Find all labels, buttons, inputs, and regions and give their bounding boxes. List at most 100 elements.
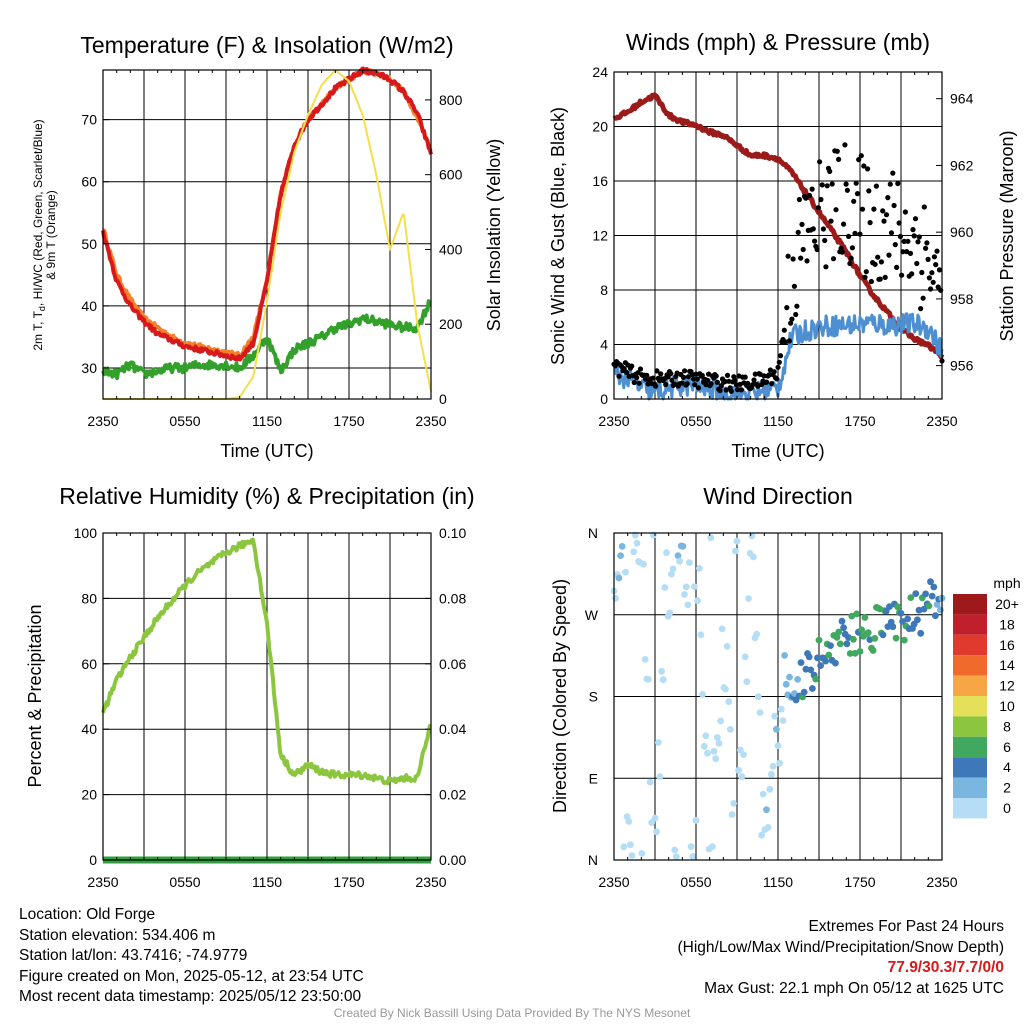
y-tick-label: 20: [592, 119, 608, 135]
wind-direction-point: [738, 773, 746, 781]
y-tick-label: 4: [600, 337, 608, 353]
pressure-series-line: [612, 92, 945, 360]
gust-point: [847, 260, 853, 267]
gust-point: [866, 188, 872, 194]
wind-direction-point: [835, 628, 843, 636]
winds-series: [611, 92, 945, 401]
gust-point: [764, 379, 770, 385]
wind-direction-point: [672, 853, 680, 861]
y-tick-label: 960: [950, 224, 974, 240]
gust-point: [936, 267, 943, 273]
gust-point: [823, 264, 829, 270]
wind-direction-point: [615, 574, 623, 582]
wind-direction-point: [710, 747, 718, 755]
temperature-panel: Temperature (F) & Insolation (W/m2) 30 40…: [31, 32, 504, 461]
wind-direction-point: [617, 552, 624, 559]
gust-point: [788, 320, 794, 326]
gust-point: [881, 218, 887, 224]
wind-direction-point: [912, 590, 920, 597]
station-location: Location: Old Forge: [19, 906, 156, 923]
x-tick-label: 1150: [763, 874, 793, 890]
gust-point: [925, 256, 931, 262]
y-tick-label: 964: [950, 91, 974, 107]
y-tick-label: 0.06: [439, 656, 466, 672]
gust-point: [791, 283, 798, 289]
wind-direction-point: [814, 654, 821, 662]
gust-point: [795, 229, 801, 235]
wind-direction-point: [897, 610, 905, 617]
wind-direction-point: [869, 647, 877, 654]
wind-direction-point: [727, 726, 734, 733]
pressure-axis-label: Station Pressure (Maroon): [997, 130, 1017, 341]
gust-point: [644, 372, 650, 378]
gust-point: [924, 240, 930, 246]
y-tick-label: 60: [81, 174, 97, 190]
temperature-y-ticks: 30 40 50 60 70: [81, 112, 109, 376]
td-series-line: [101, 299, 432, 381]
gust-point: [856, 157, 862, 163]
gust-point: [834, 148, 840, 154]
wind-direction-point: [777, 705, 785, 713]
gust-point: [896, 220, 902, 226]
gust-point: [733, 382, 740, 388]
wind-direction-point: [843, 640, 851, 648]
gust-point: [909, 271, 915, 277]
x-tick-label: 1150: [763, 413, 793, 429]
gust-point: [843, 181, 849, 187]
colorbar-swatch: [953, 798, 987, 819]
gust-point: [844, 187, 851, 193]
gust-point: [820, 226, 827, 232]
wind-direction-point: [618, 543, 626, 550]
gust-point: [912, 216, 919, 222]
x-tick-label: 1150: [252, 874, 282, 890]
winds-x-axis-label: Time (UTC): [731, 441, 824, 461]
wind-direction-point: [741, 653, 749, 661]
wind-direction-point: [691, 583, 698, 590]
wind-direction-point: [922, 590, 929, 598]
gust-point: [752, 371, 758, 377]
wind-direction-point: [707, 534, 715, 542]
gust-point: [878, 259, 885, 265]
colorbar-label: 16: [999, 637, 1015, 653]
wind-direction-point: [800, 688, 808, 696]
wind-direction-point: [748, 532, 756, 540]
gust-point: [718, 383, 724, 389]
gust-point: [809, 186, 815, 192]
wind-direction-point: [645, 676, 652, 683]
precip-y-ticks: 0.00 0.02 0.04 0.06 0.08 0.10: [425, 525, 466, 868]
humidity-y-axis-label: Percent & Precipitation: [25, 604, 45, 787]
gust-point: [817, 159, 823, 165]
wind-direction-point: [769, 762, 777, 770]
gust-point: [810, 226, 816, 232]
wind-direction-point: [674, 552, 682, 559]
gust-point: [653, 383, 659, 389]
gust-point: [890, 170, 896, 176]
gust-point: [883, 212, 890, 218]
gust-point: [915, 239, 921, 245]
wind-direction-point: [861, 614, 869, 621]
y-tick-label: 0: [89, 852, 97, 868]
wind-direction-point: [745, 595, 752, 602]
station-latlon: Station lat/lon: 43.7416; -74.9779: [19, 947, 248, 964]
gust-point: [914, 260, 920, 267]
wind-direction-point: [658, 667, 665, 675]
station-elevation: Station elevation: 534.406 m: [19, 926, 216, 944]
gust-point: [910, 227, 916, 233]
wind-direction-point: [879, 631, 887, 639]
gust-point: [634, 375, 640, 381]
wind-direction-point: [864, 629, 872, 637]
wind-direction-point: [822, 657, 829, 665]
wind-direction-point: [717, 717, 724, 725]
wind-direction-point: [641, 656, 649, 663]
wind-direction-point: [768, 770, 775, 778]
gust-point: [621, 366, 627, 372]
y-tick-label: 600: [439, 167, 463, 183]
x-tick-label: 0550: [169, 413, 200, 429]
gust-point: [916, 234, 922, 240]
wind-direction-point: [846, 650, 854, 657]
wind-direction-point: [809, 685, 816, 692]
wind-direction-point: [927, 578, 934, 586]
colorbar-swatch: [953, 634, 987, 656]
temperature-panel-title: Temperature (F) & Insolation (W/m2): [80, 32, 453, 58]
